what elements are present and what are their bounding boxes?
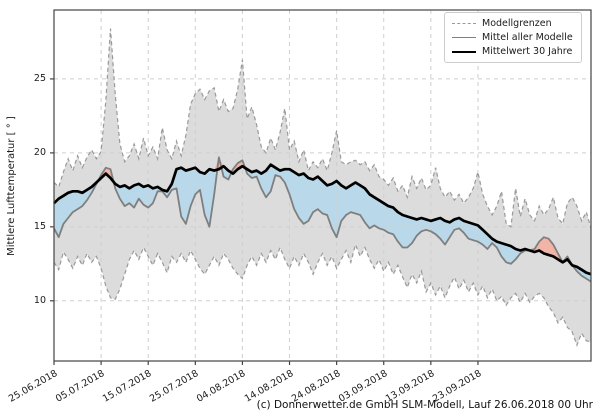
legend-item-mittel-aller-modelle: Mittel aller Modelle [452,32,574,43]
model-mean-line [53,156,592,283]
model-upper-bound-line [53,28,592,229]
model-lower-bound-line [53,242,592,347]
y-tick-label: 15 [33,220,46,232]
cooler-than-normal-fill [54,157,591,282]
mean-30-years-line [53,163,592,276]
legend-item-modellgrenzen: Modellgrenzen [452,18,574,29]
y-axis-label: Mittlere Lufttemperatur [ ° ] [6,116,17,256]
gray-line-sample [452,37,476,38]
y-tick-label: 25 [33,72,46,84]
copyright-caption: (c) Donnerwetter.de GmbH SLM-Modell, Lau… [256,399,593,411]
plot-border [53,9,592,362]
legend-label: Mittelwert 30 Jahre [482,46,573,57]
legend-label: Modellgrenzen [482,18,552,29]
legend-label: Mittel aller Modelle [482,32,573,43]
dashed-line-sample [452,23,476,24]
legend: Modellgrenzen Mittel aller Modelle Mitte… [444,12,582,63]
y-tick-label: 10 [33,294,46,306]
black-line-sample [452,50,476,53]
y-tick-label: 20 [33,146,46,158]
legend-item-mittelwert-30-jahre: Mittelwert 30 Jahre [452,46,574,57]
